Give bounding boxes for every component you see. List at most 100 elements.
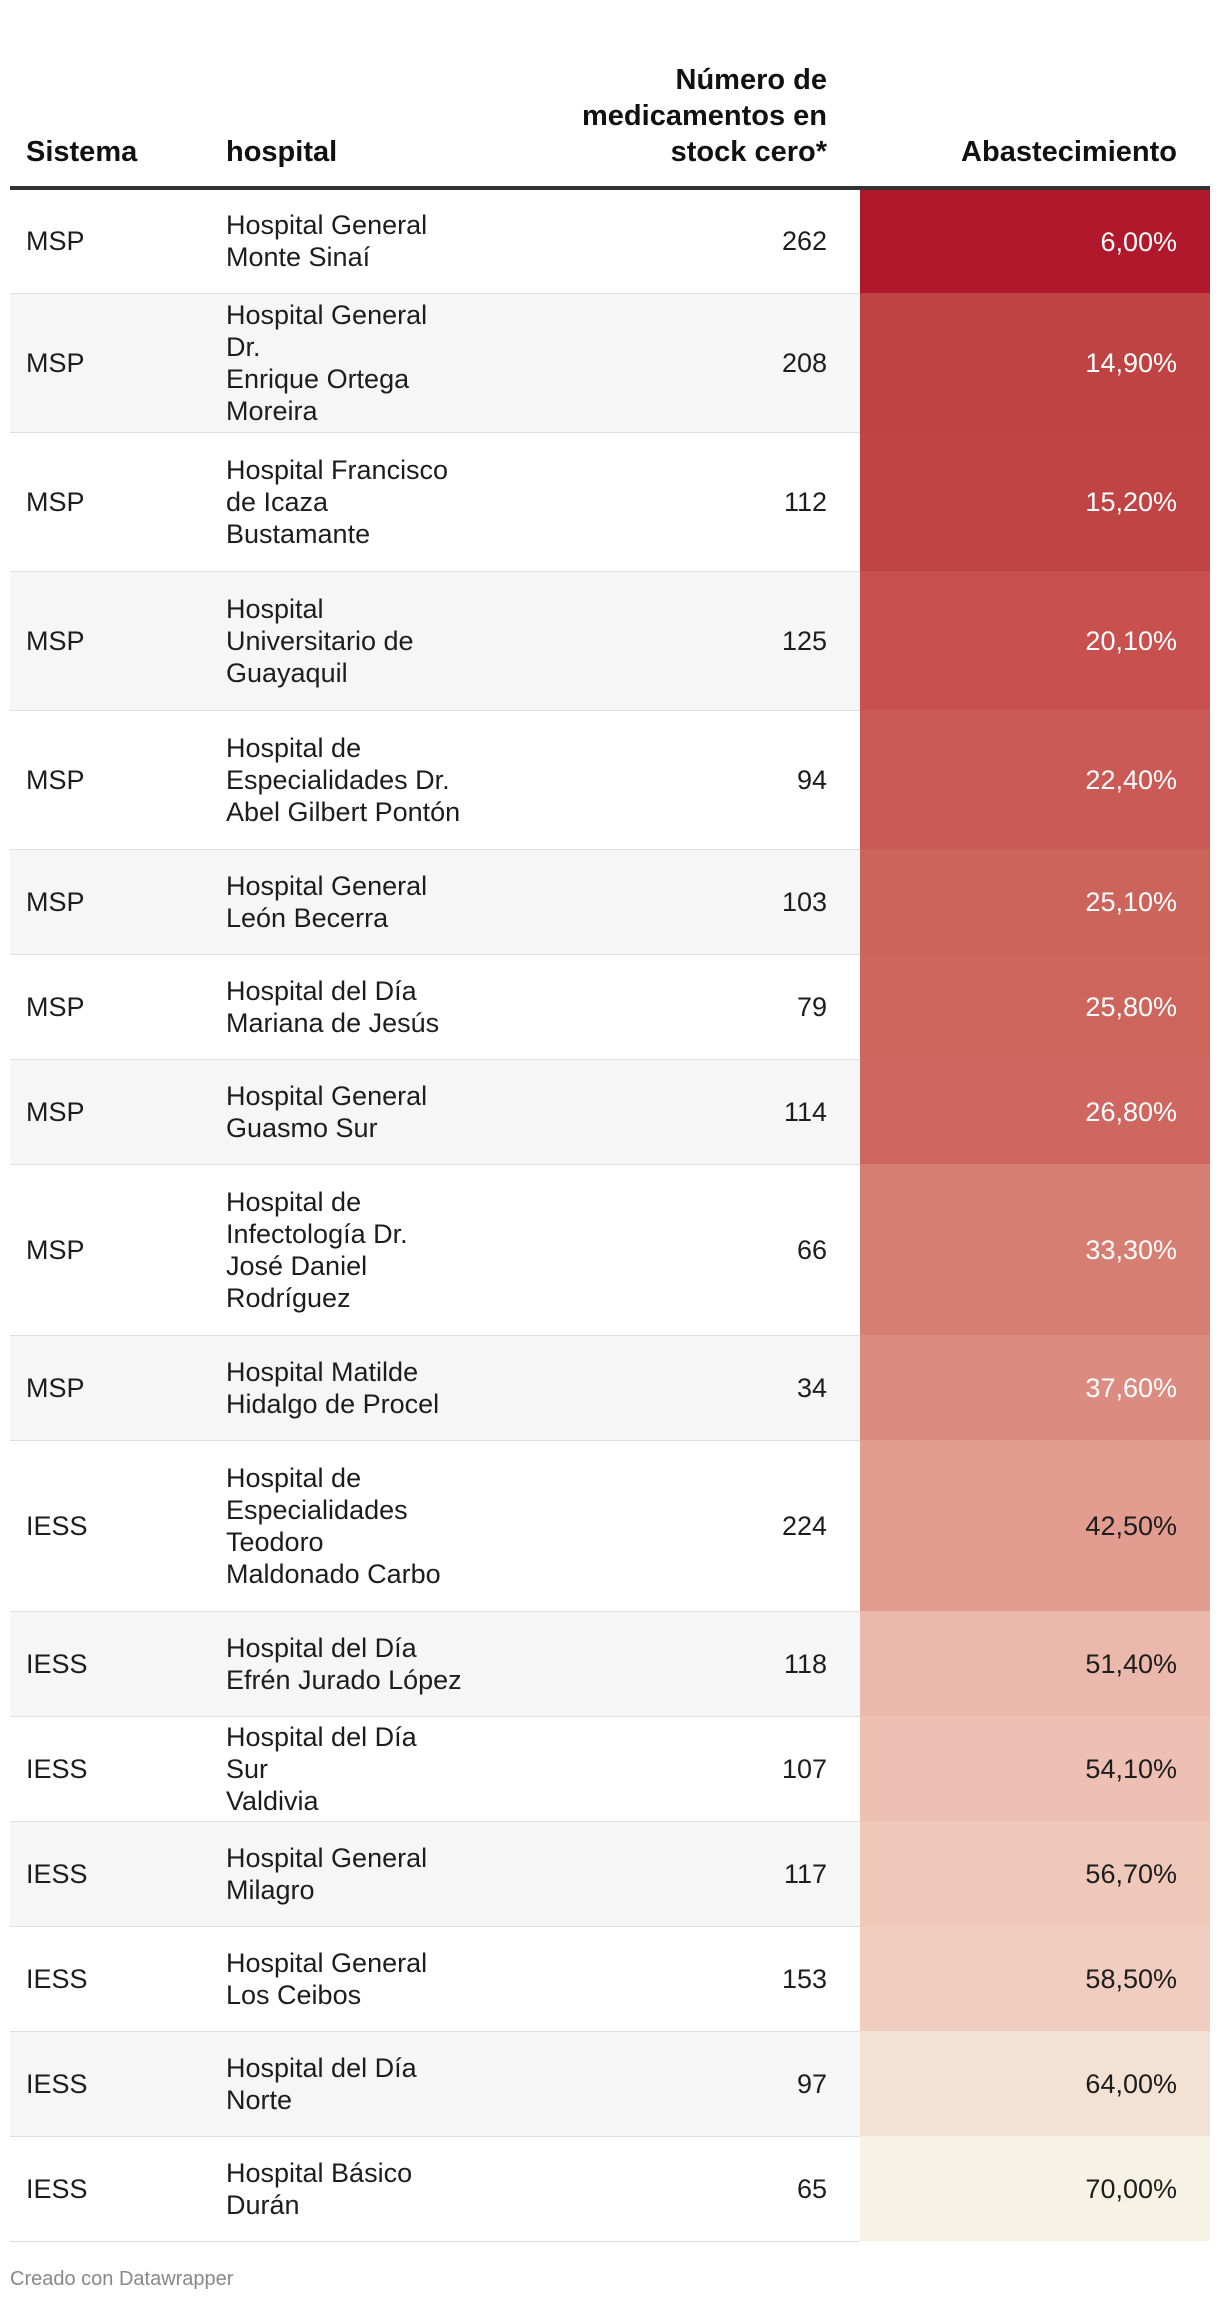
table-row: MSP Hospital del Día Mariana de Jesús 79 25,… <box>10 954 1210 1060</box>
hospital-name-line: León Becerra <box>226 902 389 933</box>
cell-abastecimiento: 37,60% <box>860 1335 1210 1440</box>
cell-stock-cero: 118 <box>476 1611 860 1717</box>
hospital-name-line: Valdivia <box>226 1785 319 1816</box>
hospital-name-line: Monte Sinaí <box>226 242 371 273</box>
table-row: MSP Hospital Francisco de Icaza Bustamante 1… <box>10 432 1210 572</box>
supply-table: Sistema hospital Número de medicamentos … <box>10 0 1210 2242</box>
cell-hospital: Hospital del Día Efrén Jurado López <box>226 1611 476 1717</box>
cell-stock-cero: 34 <box>476 1335 860 1441</box>
hospital-name-line: Milagro <box>226 1874 315 1905</box>
cell-hospital: Hospital General Milagro <box>226 1821 476 1927</box>
column-header-sistema: Sistema <box>10 0 226 190</box>
cell-abastecimiento: 6,00% <box>860 188 1210 293</box>
cell-hospital: Hospital del Día Mariana de Jesús <box>226 954 476 1060</box>
cell-abastecimiento: 42,50% <box>860 1440 1210 1611</box>
cell-stock-cero: 224 <box>476 1440 860 1612</box>
hospital-name-line: Hospital General Dr. <box>226 299 428 362</box>
cell-sistema: MSP <box>10 849 226 955</box>
cell-hospital: Hospital General Dr. Enrique Ortega Moreir… <box>226 293 476 433</box>
cell-abastecimiento: 54,10% <box>860 1716 1210 1821</box>
cell-sistema: IESS <box>10 2031 226 2137</box>
hospital-name-line: Hospital <box>226 593 324 624</box>
table-row: MSP Hospital General Guasmo Sur 114 26,80% <box>10 1059 1210 1165</box>
hospital-name-line: Los Ceibos <box>226 1979 362 2010</box>
cell-abastecimiento: 56,70% <box>860 1821 1210 1926</box>
hospital-name-line: Abel Gilbert Pontón <box>226 796 461 827</box>
hospital-name-line: Hospital del Día <box>226 975 417 1006</box>
footer-credit: Creado con Datawrapper <box>10 2268 234 2290</box>
table-row: IESS Hospital del Día Sur Valdivia 107 54,10… <box>10 1716 1210 1822</box>
cell-hospital: Hospital de Especialidades Dr. Abel Gilber… <box>226 710 476 850</box>
cell-hospital: Hospital de Especialidades Teodoro Maldonad… <box>226 1440 476 1612</box>
cell-sistema: MSP <box>10 954 226 1060</box>
column-header-stock-cero: Número de medicamentos en stock cero* <box>476 0 860 190</box>
cell-hospital: Hospital del Día Norte <box>226 2031 476 2137</box>
hospital-name-line: Especialidades Dr. <box>226 764 450 795</box>
hospital-name-line: Hospital de <box>226 1462 362 1493</box>
cell-abastecimiento: 14,90% <box>860 293 1210 432</box>
cell-stock-cero: 66 <box>476 1164 860 1336</box>
cell-sistema: IESS <box>10 1716 226 1822</box>
hospital-name-line: Hospital General <box>226 210 428 241</box>
cell-hospital: Hospital del Día Sur Valdivia <box>226 1716 476 1822</box>
hospital-name-line: Especialidades <box>226 1494 408 1525</box>
cell-sistema: MSP <box>10 1335 226 1441</box>
cell-stock-cero: 103 <box>476 849 860 955</box>
table-row: MSP Hospital Universitario de Guayaquil 125 2… <box>10 571 1210 711</box>
hospital-name-line: Hospital General <box>226 1842 428 1873</box>
hospital-name-line: Norte <box>226 2084 293 2115</box>
cell-hospital: Hospital Básico Durán <box>226 2136 476 2242</box>
cell-sistema: MSP <box>10 1059 226 1165</box>
cell-stock-cero: 125 <box>476 571 860 711</box>
cell-abastecimiento: 51,40% <box>860 1611 1210 1716</box>
hospital-name-line: Hospital General <box>226 1080 428 1111</box>
cell-stock-cero: 94 <box>476 710 860 850</box>
cell-stock-cero: 117 <box>476 1821 860 1927</box>
hospital-name-line: Teodoro <box>226 1526 324 1557</box>
cell-sistema: MSP <box>10 571 226 711</box>
cell-hospital: Hospital Universitario de Guayaquil <box>226 571 476 711</box>
cell-abastecimiento: 33,30% <box>860 1164 1210 1335</box>
hospital-name-line: de Icaza <box>226 486 329 517</box>
cell-sistema: MSP <box>10 432 226 572</box>
table-body: MSP Hospital General Monte Sinaí 262 6,00% MS… <box>10 188 1210 2242</box>
cell-abastecimiento: 64,00% <box>860 2031 1210 2136</box>
hospital-name-line: Guayaquil <box>226 657 348 688</box>
hospital-name-line: Enrique Ortega <box>226 363 410 394</box>
cell-abastecimiento: 26,80% <box>860 1059 1210 1164</box>
hospital-name-line: José Daniel <box>226 1250 368 1281</box>
hospital-name-line: Hospital Básico <box>226 2157 413 2188</box>
cell-hospital: Hospital General Monte Sinaí <box>226 188 476 294</box>
cell-hospital: Hospital General Guasmo Sur <box>226 1059 476 1165</box>
hospital-name-line: Mariana de Jesús <box>226 1007 440 1038</box>
hospital-name-line: Hospital General <box>226 1947 428 1978</box>
cell-abastecimiento: 25,10% <box>860 849 1210 954</box>
cell-hospital: Hospital Francisco de Icaza Bustamante <box>226 432 476 572</box>
hospital-name-line: Hospital de <box>226 732 362 763</box>
table-row: IESS Hospital Básico Durán 65 70,00% <box>10 2136 1210 2242</box>
data-table-container: Sistema hospital Número de medicamentos … <box>10 0 1210 2242</box>
hospital-name-line: Efrén Jurado López <box>226 1664 462 1695</box>
cell-hospital: Hospital General Los Ceibos <box>226 1926 476 2032</box>
table-row: IESS Hospital de Especialidades Teodoro Mald… <box>10 1440 1210 1612</box>
cell-stock-cero: 79 <box>476 954 860 1060</box>
table-row: MSP Hospital General León Becerra 103 25,10% <box>10 849 1210 955</box>
hospital-name-line: Durán <box>226 2189 300 2220</box>
table-row: IESS Hospital General Los Ceibos 153 58,50% <box>10 1926 1210 2032</box>
table-row: MSP Hospital de Especialidades Dr. Abel Gil… <box>10 710 1210 850</box>
cell-hospital: Hospital Matilde Hidalgo de Procel <box>226 1335 476 1441</box>
hospital-name-line: Hospital del Día Sur <box>226 1721 417 1784</box>
cell-sistema: IESS <box>10 2136 226 2242</box>
table-row: MSP Hospital General Dr. Enrique Ortega Mor… <box>10 293 1210 433</box>
cell-abastecimiento: 22,40% <box>860 710 1210 849</box>
hospital-name-line: Bustamante <box>226 518 371 549</box>
cell-stock-cero: 107 <box>476 1716 860 1822</box>
cell-sistema: IESS <box>10 1440 226 1612</box>
hospital-name-line: Moreira <box>226 395 318 426</box>
cell-hospital: Hospital de Infectología Dr. José Daniel Ro… <box>226 1164 476 1336</box>
hospital-name-line: Rodríguez <box>226 1282 351 1313</box>
cell-stock-cero: 97 <box>476 2031 860 2137</box>
cell-abastecimiento: 15,20% <box>860 432 1210 571</box>
cell-abastecimiento: 20,10% <box>860 571 1210 710</box>
hospital-name-line: Hospital General <box>226 870 428 901</box>
